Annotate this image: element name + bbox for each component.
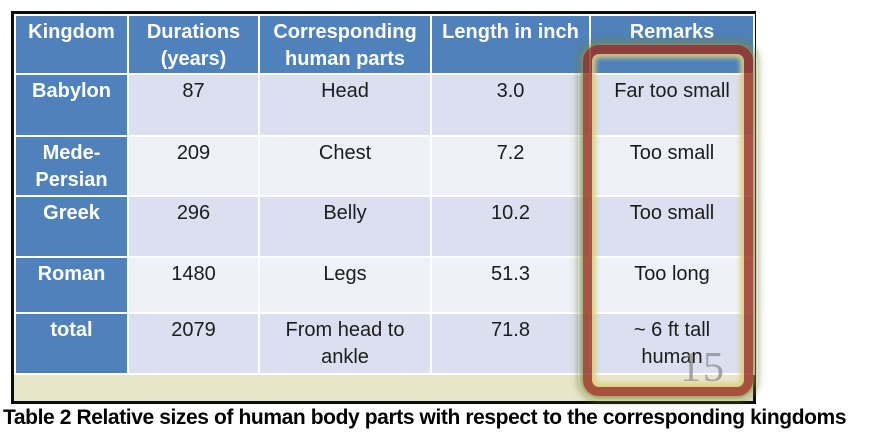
cell-duration: 2079	[127, 312, 260, 375]
cell-length: 71.8	[430, 312, 591, 375]
kingdoms-table: Kingdom Durations (years) Corresponding …	[14, 14, 755, 375]
cell-human-part: Chest	[258, 135, 432, 197]
row-header-kingdom: Roman	[14, 256, 129, 314]
cell-duration: 87	[127, 73, 260, 137]
col-header-human-parts: Corresponding human parts	[258, 14, 432, 75]
row-header-kingdom: Greek	[14, 195, 129, 258]
cell-remark: ~ 6 ft tall human	[589, 312, 755, 375]
cell-human-part: Legs	[258, 256, 432, 314]
col-header-remarks: Remarks	[589, 14, 755, 75]
row-header-kingdom: Mede-Persian	[14, 135, 129, 197]
table-row-roman: Roman 1480 Legs 51.3 Too long	[14, 256, 755, 314]
cell-length: 7.2	[430, 135, 591, 197]
cell-human-part: Head	[258, 73, 432, 137]
slide: Kingdom Durations (years) Corresponding …	[11, 11, 756, 404]
cell-human-part: From head to ankle	[258, 312, 432, 375]
cell-remark: Too small	[589, 195, 755, 258]
col-header-kingdom: Kingdom	[14, 14, 129, 75]
cell-remark: Too small	[589, 135, 755, 197]
cell-length: 3.0	[430, 73, 591, 137]
cell-length: 10.2	[430, 195, 591, 258]
table-header-row: Kingdom Durations (years) Corresponding …	[14, 14, 755, 75]
cell-duration: 1480	[127, 256, 260, 314]
cell-human-part: Belly	[258, 195, 432, 258]
row-header-kingdom: total	[14, 312, 129, 375]
cell-remark: Far too small	[589, 73, 755, 137]
table-row-greek: Greek 296 Belly 10.2 Too small	[14, 195, 755, 258]
col-header-durations: Durations (years)	[127, 14, 260, 75]
row-header-kingdom: Babylon	[14, 73, 129, 137]
table-row-mede-persian: Mede-Persian 209 Chest 7.2 Too small	[14, 135, 755, 197]
cell-duration: 296	[127, 195, 260, 258]
table-row-total: total 2079 From head to ankle 71.8 ~ 6 f…	[14, 312, 755, 375]
cell-remark: Too long	[589, 256, 755, 314]
table-row-babylon: Babylon 87 Head 3.0 Far too small	[14, 73, 755, 137]
cell-length: 51.3	[430, 256, 591, 314]
slide-page-number: 15	[680, 345, 726, 391]
table-caption: Table 2 Relative sizes of human body par…	[3, 406, 847, 429]
cell-duration: 209	[127, 135, 260, 197]
col-header-length: Length in inch	[430, 14, 591, 75]
